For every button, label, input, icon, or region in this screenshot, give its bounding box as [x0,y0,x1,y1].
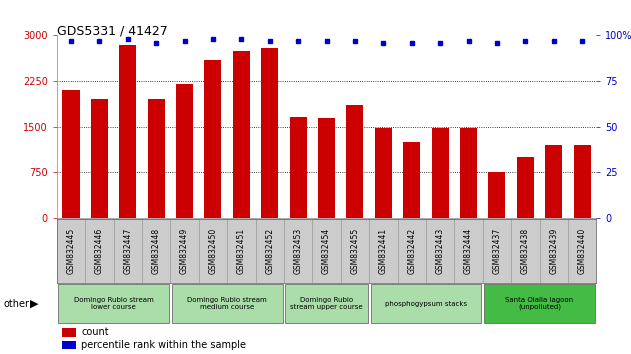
Bar [91,99,108,218]
Bar [517,157,534,218]
Bar [285,284,368,323]
Bar [204,60,221,218]
Text: GSM832443: GSM832443 [435,228,445,274]
Bar [460,128,477,218]
Text: Santa Olalla lagoon
(unpolluted): Santa Olalla lagoon (unpolluted) [505,297,574,310]
Bar [62,341,76,349]
Text: other: other [3,298,29,309]
Bar [261,47,278,218]
Bar [62,90,80,218]
Text: GSM832449: GSM832449 [180,228,189,274]
Bar [484,284,595,323]
Text: GSM832438: GSM832438 [521,228,530,274]
Bar [432,128,449,218]
Bar [62,328,76,337]
Text: GSM832452: GSM832452 [265,228,274,274]
Text: GSM832441: GSM832441 [379,228,388,274]
Text: GSM832437: GSM832437 [492,228,502,274]
Bar [233,51,250,218]
Text: GSM832446: GSM832446 [95,228,104,274]
Bar [545,145,562,218]
Text: ▶: ▶ [30,298,38,309]
Bar [346,105,363,218]
Text: Domingo Rubio
stream upper course: Domingo Rubio stream upper course [290,297,363,310]
Bar [119,45,136,218]
Text: GSM832447: GSM832447 [123,228,133,274]
Text: Domingo Rubio stream
medium course: Domingo Rubio stream medium course [187,297,267,310]
Text: GSM832450: GSM832450 [208,228,218,274]
Text: GSM832442: GSM832442 [407,228,416,274]
Text: percentile rank within the sample: percentile rank within the sample [81,340,246,350]
Bar [148,99,165,218]
Bar [488,172,505,218]
Text: phosphogypsum stacks: phosphogypsum stacks [385,301,467,307]
Bar [574,145,591,218]
Text: Domingo Rubio stream
lower course: Domingo Rubio stream lower course [74,297,153,310]
Bar [318,118,335,218]
Text: GSM832439: GSM832439 [549,228,558,274]
Bar [375,128,392,218]
Bar [58,284,169,323]
Text: GSM832440: GSM832440 [577,228,587,274]
Text: GSM832445: GSM832445 [66,228,76,274]
Bar [370,284,481,323]
Bar [403,142,420,218]
Bar [172,284,283,323]
Text: GDS5331 / 41427: GDS5331 / 41427 [57,25,168,38]
Bar [290,118,307,218]
Text: GSM832444: GSM832444 [464,228,473,274]
Bar [176,84,193,218]
Text: GSM832448: GSM832448 [151,228,161,274]
Text: GSM832453: GSM832453 [293,228,303,274]
Text: GSM832455: GSM832455 [350,228,360,274]
Text: count: count [81,327,109,337]
Text: GSM832451: GSM832451 [237,228,246,274]
Text: GSM832454: GSM832454 [322,228,331,274]
